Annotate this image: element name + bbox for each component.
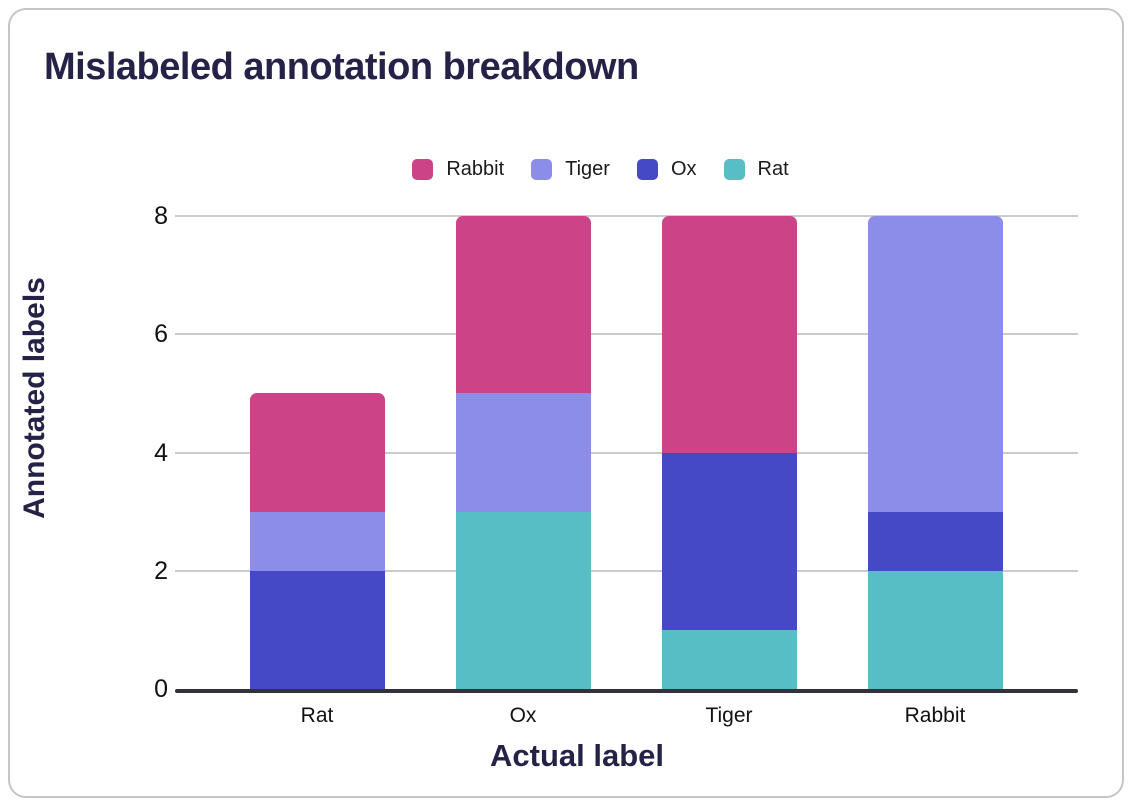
bar-segment-rabbit-in-ox [455,216,591,394]
y-tick-label: 4 [154,438,168,467]
legend-swatch-icon [412,159,434,180]
x-tick-label-ox: Ox [509,704,537,727]
bar-segment-tiger-in-rabbit [867,216,1003,512]
bar-segment-rat-in-tiger [661,629,797,689]
y-axis-ticks: 0 2 4 6 8 [10,202,168,703]
bar-segment-tiger-in-rat [249,511,385,571]
bar-segment-ox-in-rabbit [867,511,1003,571]
y-axis-title: Annotated labels [18,277,51,519]
x-tick-label-tiger: Tiger [705,704,753,727]
chart-title: Mislabeled annotation breakdown [44,46,639,88]
bar-rat [249,393,385,689]
x-axis-line [175,689,1078,693]
bar-segment-ox-in-rat [249,570,385,689]
legend-swatch-icon [636,159,658,180]
legend-label: Ox [670,158,697,180]
plot-area [175,215,1078,689]
gridline [175,333,1078,336]
bar-ox [455,216,591,689]
x-axis-labels: Rat Ox Tiger Rabbit [177,704,1078,734]
legend-item-ox: Ox [636,158,697,181]
legend-label: Tiger [565,158,610,180]
y-tick-label: 0 [154,675,168,703]
y-tick-label: 8 [154,202,168,230]
x-tick-label-rabbit: Rabbit [904,704,966,727]
legend-swatch-icon [723,159,745,180]
bar-rabbit [867,216,1003,689]
legend-item-rat: Rat [723,158,789,181]
y-tick-label: 6 [154,320,168,349]
legend-label: Rat [757,158,789,180]
legend-label: Rabbit [446,158,505,180]
bar-segment-rabbit-in-tiger [661,216,797,453]
gridline [175,451,1078,454]
bar-segment-ox-in-tiger [661,452,797,630]
bar-segment-tiger-in-ox [455,393,591,512]
bar-tiger [661,216,797,689]
gridline [175,215,1078,217]
bar-segment-rat-in-ox [455,511,591,689]
bar-segment-rat-in-rabbit [867,570,1003,689]
x-axis-title: Actual label [490,738,664,773]
chart-card: Mislabeled annotation breakdown Rabbit Ti… [8,8,1124,798]
bar-segment-rabbit-in-rat [249,393,385,512]
legend-swatch-icon [531,159,553,180]
legend-item-rabbit: Rabbit [412,158,504,181]
legend: Rabbit Tiger Ox Rat [150,158,1051,181]
legend-item-tiger: Tiger [531,158,610,181]
x-tick-label-rat: Rat [300,704,334,727]
y-tick-label: 2 [154,556,168,585]
gridline [175,569,1078,572]
